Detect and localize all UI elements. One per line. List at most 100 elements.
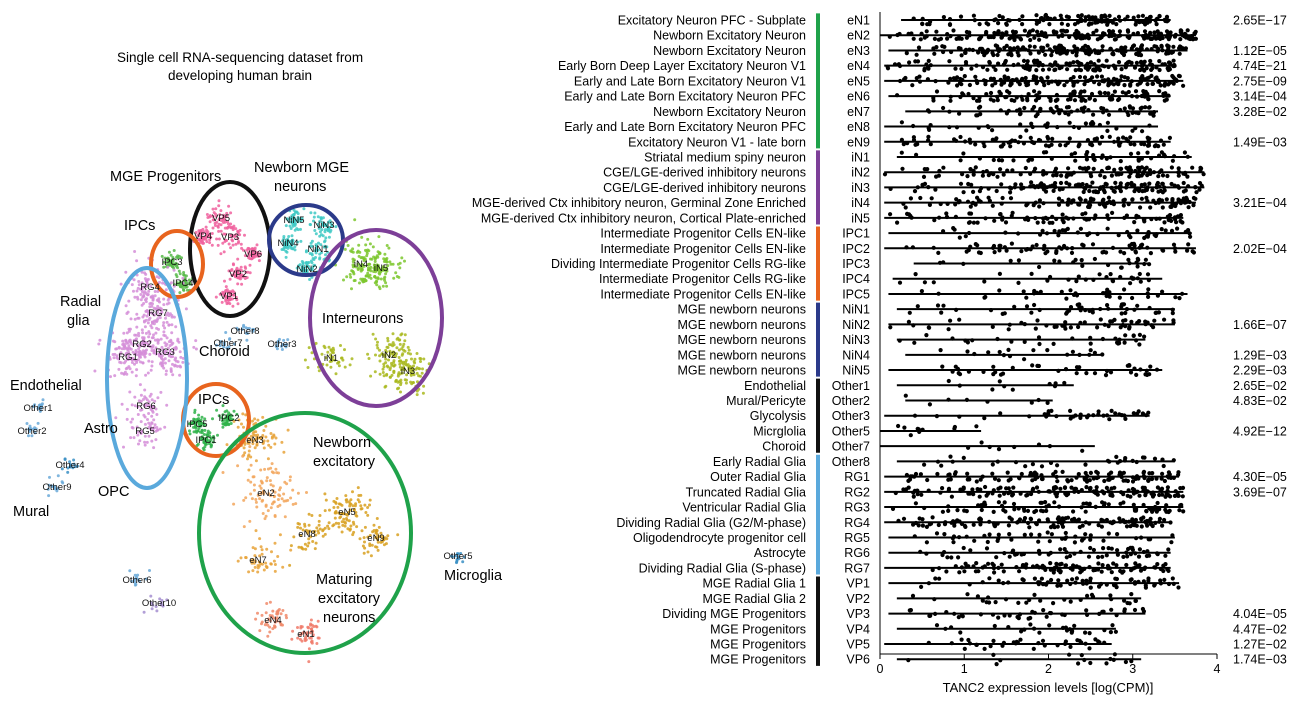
row-desc-IPC5: Intermediate Progenitor Cells EN-like <box>600 287 806 301</box>
row-desc-NiN1: MGE newborn neurons <box>677 303 806 317</box>
label-mge-progenitors: MGE Progenitors <box>110 169 221 185</box>
cluster-label-Other8: Other8 <box>230 326 259 337</box>
cluster-label-Other4: Other4 <box>55 460 84 471</box>
cluster-dots-Other10 <box>142 594 169 614</box>
row-dots-IPC4 <box>897 271 1151 286</box>
cluster-label-RG7: RG7 <box>148 308 168 319</box>
cluster-label-iN2: iN2 <box>382 350 396 361</box>
cluster-dots-eN5 <box>318 486 372 544</box>
cluster-label-VP6: VP6 <box>244 249 262 260</box>
cluster-label-eN3: eN3 <box>246 435 263 446</box>
row-pval-iN4: 3.21E−04 <box>1233 196 1287 210</box>
row-desc-NiN4: MGE newborn neurons <box>677 348 806 362</box>
row-dots-IPC3 <box>937 256 1152 270</box>
cluster-dots-RG5 <box>114 408 167 450</box>
row-dots-VP4 <box>934 622 1118 636</box>
row-desc-iN3: CGE/LGE-derived inhibitory neurons <box>603 181 806 195</box>
cluster-label-RG2: RG2 <box>132 339 152 350</box>
row-desc-RG4: Dividing Radial Glia (G2/M-phase) <box>616 516 806 530</box>
row-dots-IPC2 <box>904 241 1196 256</box>
row-code-RG7: RG7 <box>844 561 870 575</box>
cluster-dots-iN5 <box>356 235 406 291</box>
cluster-label-RG4: RG4 <box>140 282 160 293</box>
row-code-Other8: Other8 <box>832 455 870 469</box>
cluster-label-RG1: RG1 <box>118 352 138 363</box>
interneurons-outline <box>308 228 444 408</box>
cluster-label-NiN2: NiN2 <box>296 264 317 275</box>
row-dots-RG7 <box>930 561 1171 575</box>
row-code-VP4: VP4 <box>846 622 870 636</box>
row-code-IPC1: IPC1 <box>842 227 870 241</box>
x-axis-label: TANC2 expression levels [log(CPM)] <box>943 680 1154 695</box>
row-desc-VP4: MGE Progenitors <box>710 622 806 636</box>
row-dots-NiN4 <box>938 347 1105 362</box>
cluster-dots-iN2 <box>366 332 417 383</box>
cluster-label-VP5: VP5 <box>212 213 230 224</box>
cluster-label-Other2: Other2 <box>17 426 46 437</box>
row-code-IPC4: IPC4 <box>842 272 870 286</box>
cluster-label-Other9: Other9 <box>42 482 71 493</box>
cluster-dots-Other1 <box>32 398 45 413</box>
row-desc-iN1: Striatal medium spiny neuron <box>644 150 806 164</box>
row-dots-iN2 <box>882 165 1206 180</box>
label-choroid: Choroid <box>199 344 250 360</box>
row-code-NiN2: NiN2 <box>842 318 870 332</box>
umap-panel: Single cell RNA-sequencing dataset from … <box>10 50 503 664</box>
row-pval-eN5: 2.75E−09 <box>1233 74 1287 88</box>
cluster-dots-eN9 <box>358 517 400 558</box>
cluster-dots-VP5 <box>205 199 234 233</box>
row-code-eN9: eN9 <box>847 135 870 149</box>
cluster-dots-VP6 <box>236 243 262 263</box>
row-code-eN8: eN8 <box>847 120 870 134</box>
row-dots-IPC1 <box>941 226 1193 241</box>
cluster-label-RG6: RG6 <box>136 401 156 412</box>
row-code-RG3: RG3 <box>844 501 870 515</box>
x-tick-label-3: 3 <box>1129 662 1136 676</box>
cluster-dots-Other8 <box>235 323 256 342</box>
umap-cell-dots <box>25 199 466 664</box>
row-code-VP3: VP3 <box>846 607 870 621</box>
cluster-label-iN3: iN3 <box>401 366 415 377</box>
row-pval-RG1: 4.30E−05 <box>1233 470 1287 484</box>
cluster-label-eN9: eN9 <box>367 533 384 544</box>
row-desc-eN1: Excitatory Neuron PFC - Subplate <box>618 14 806 28</box>
row-code-eN3: eN3 <box>847 44 870 58</box>
row-desc-eN2: Newborn Excitatory Neuron <box>653 29 806 43</box>
cluster-dots-Other2 <box>25 421 40 438</box>
cluster-dots-RG7 <box>124 281 188 350</box>
cluster-label-Other5: Other5 <box>443 551 472 562</box>
cluster-label-IPC5: IPC5 <box>186 419 207 430</box>
row-dots-Other2 <box>903 393 1050 407</box>
cluster-label-Other10: Other10 <box>142 598 176 609</box>
x-axis-ticks: 0 1 2 3 4 <box>877 654 1221 676</box>
row-code-NiN1: NiN1 <box>842 303 870 317</box>
label-opc: OPC <box>98 484 129 500</box>
row-pval-eN6: 3.14E−04 <box>1233 90 1287 104</box>
cluster-label-RG3: RG3 <box>155 347 175 358</box>
row-dots-RG3 <box>890 500 1186 515</box>
row-dots-eN9 <box>899 134 1172 149</box>
expression-dots <box>882 12 1206 667</box>
row-code-Other2: Other2 <box>832 394 870 408</box>
row-pval-eN9: 1.49E−03 <box>1233 135 1287 149</box>
row-desc-eN8: Early and Late Born Excitatory Neuron PF… <box>564 120 806 134</box>
row-dots-eN3 <box>904 43 1188 58</box>
row-dots-eN6 <box>895 89 1171 103</box>
row-code-eN4: eN4 <box>847 59 870 73</box>
row-code-eN6: eN6 <box>847 90 870 104</box>
row-dots-Other7 <box>966 440 1085 453</box>
row-dots-eN2 <box>887 28 1198 43</box>
row-code-iN5: iN5 <box>851 211 870 225</box>
row-code-RG6: RG6 <box>844 546 870 560</box>
label-maturing-2: excitatory <box>318 591 381 607</box>
cluster-dots-NiN5 <box>284 206 306 232</box>
label-interneurons: Interneurons <box>322 311 403 327</box>
row-desc-eN4: Early Born Deep Layer Excitatory Neuron … <box>558 59 806 73</box>
cluster-label-iN4: iN4 <box>354 259 368 270</box>
label-newborn-excitatory-1: Newborn <box>313 435 371 451</box>
row-pval-NiN2: 1.66E−07 <box>1233 318 1287 332</box>
row-desc-VP3: Dividing MGE Progenitors <box>662 607 806 621</box>
cluster-dots-IPC5 <box>188 408 207 436</box>
cluster-label-Other7: Other7 <box>213 338 242 349</box>
